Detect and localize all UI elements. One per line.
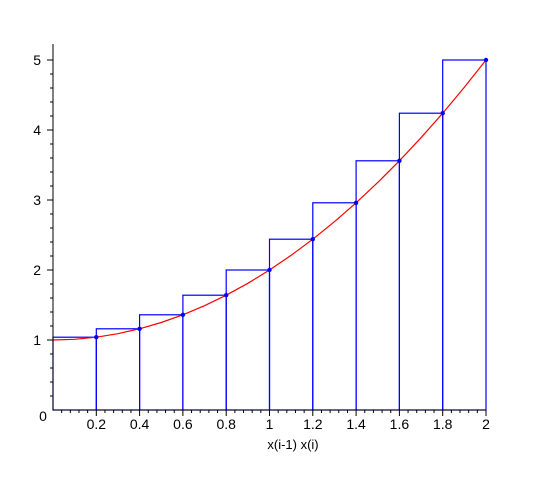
y-tick-label: 4 — [33, 122, 41, 138]
x-tick-label: 0.8 — [216, 416, 236, 432]
y-tick-label: 3 — [33, 192, 41, 208]
x-tick-label: 1.2 — [303, 416, 323, 432]
x-tick-label: 0.6 — [173, 416, 193, 432]
riemann-rectangle — [398, 112, 444, 411]
riemann-rectangle — [442, 59, 487, 411]
x-tick-label: 1.8 — [433, 416, 453, 432]
riemann-rectangle — [355, 160, 401, 411]
x-axis-label: x(i-1) x(i) — [267, 437, 318, 452]
data-point — [137, 326, 142, 331]
y-tick-label: 5 — [33, 52, 41, 68]
x-tick-label: 0.4 — [130, 416, 150, 432]
data-point — [180, 312, 186, 317]
data-point — [353, 200, 359, 205]
riemann-rectangle — [52, 336, 97, 411]
x-tick-label: 1.6 — [390, 416, 410, 432]
points-layer — [94, 57, 489, 340]
origin-label: 0 — [39, 408, 47, 424]
data-point — [440, 111, 445, 116]
rectangles-layer — [52, 59, 487, 411]
x-ticks: 0.2 0.4 0.6 0.8 1 1.2 1.4 1.6 1.8 2 0 — [39, 408, 490, 432]
x-tick-label: 0.2 — [87, 416, 107, 432]
x-tick-label: 1 — [266, 416, 274, 432]
data-point — [397, 158, 402, 163]
riemann-rectangle — [139, 314, 184, 411]
y-ticks: 1 2 3 4 5 — [33, 52, 53, 397]
data-point — [224, 293, 229, 298]
y-tick-label: 2 — [33, 262, 41, 278]
y-tick-label: 1 — [33, 332, 41, 348]
data-point — [267, 267, 272, 273]
x-tick-label: 2 — [482, 416, 490, 432]
data-point — [483, 57, 489, 63]
riemann-rectangle — [268, 238, 314, 411]
data-point — [94, 335, 99, 340]
x-tick-label: 1.4 — [346, 416, 366, 432]
riemann-rectangle — [95, 328, 141, 411]
data-point — [310, 237, 315, 242]
